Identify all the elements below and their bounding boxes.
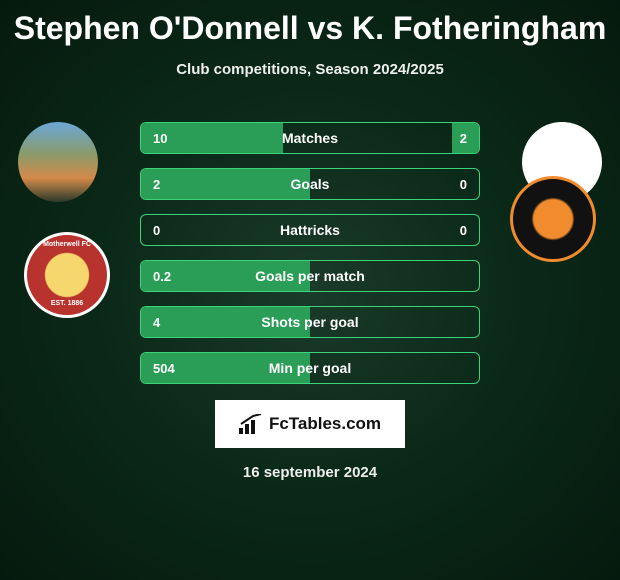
stat-label: Matches — [141, 130, 479, 146]
player-photo-left — [18, 122, 98, 202]
stat-row: 4Shots per goal — [140, 306, 480, 338]
page-title: Stephen O'Donnell vs K. Fotheringham — [0, 0, 620, 47]
fctables-watermark: FcTables.com — [215, 400, 405, 448]
club-badge-left: Motherwell FC EST. 1886 — [24, 232, 110, 318]
stat-label: Goals per match — [141, 268, 479, 284]
stat-row: 00Hattricks — [140, 214, 480, 246]
stat-row: 102Matches — [140, 122, 480, 154]
date-label: 16 september 2024 — [0, 464, 620, 481]
fctables-label: FcTables.com — [269, 414, 381, 434]
stat-row: 504Min per goal — [140, 352, 480, 384]
stat-row: 0.2Goals per match — [140, 260, 480, 292]
stat-label: Min per goal — [141, 360, 479, 376]
fctables-icon — [239, 414, 263, 434]
subtitle: Club competitions, Season 2024/2025 — [0, 61, 620, 78]
club-badge-right — [510, 176, 596, 262]
stat-label: Shots per goal — [141, 314, 479, 330]
stat-label: Hattricks — [141, 222, 479, 238]
stat-label: Goals — [141, 176, 479, 192]
stat-row: 20Goals — [140, 168, 480, 200]
stats-container: 102Matches 20Goals 00Hattricks 0.2Goals per… — [140, 122, 480, 398]
